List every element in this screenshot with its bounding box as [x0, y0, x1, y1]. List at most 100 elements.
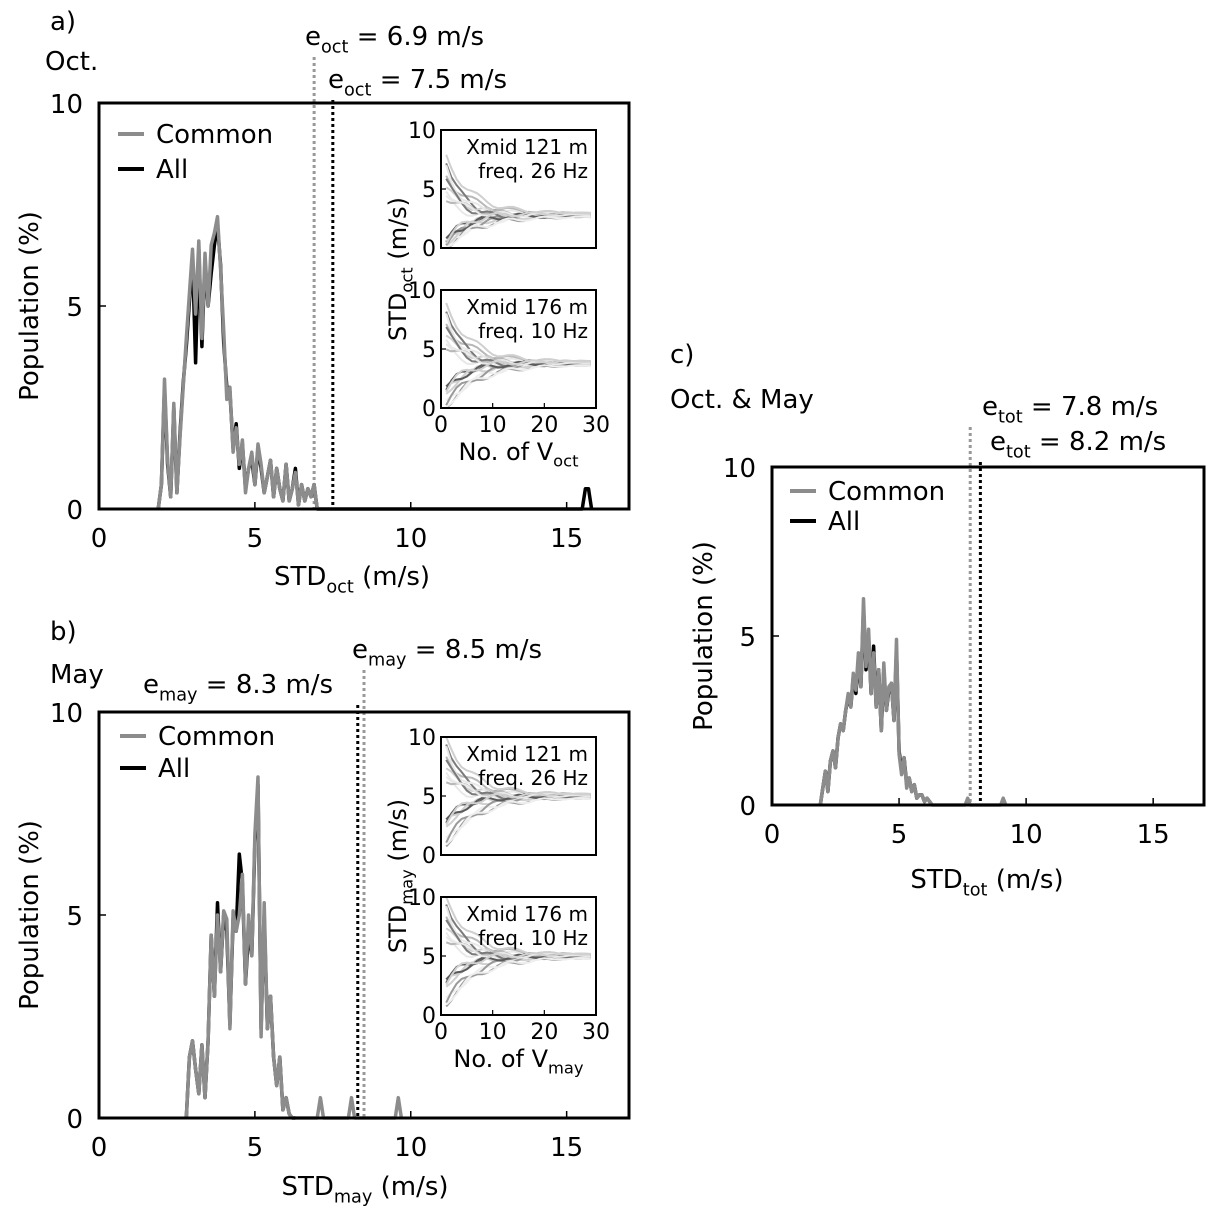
- x-tick-label: 0: [91, 524, 108, 554]
- legend-label: Common: [158, 722, 275, 752]
- reference-label-base: e: [143, 670, 159, 700]
- inset-y-tick-label: 0: [422, 1004, 436, 1029]
- x-tick-label: 15: [1137, 820, 1170, 850]
- inset-x-tick-label: 30: [582, 1020, 610, 1045]
- y-axis-label: Population (%): [15, 820, 45, 1010]
- y-tick-label: 5: [66, 293, 83, 323]
- reference-label-rest: = 8.5 m/s: [407, 635, 543, 665]
- reference-label: eoct = 7.5 m/s: [328, 65, 507, 100]
- inset-y-tick-label: 0: [422, 397, 436, 422]
- reference-label-base: e: [352, 635, 368, 665]
- reference-label: eoct = 6.9 m/s: [305, 22, 484, 57]
- inset-x-tick-label: 30: [582, 413, 610, 438]
- y-tick-label: 0: [66, 496, 83, 526]
- plot-frame: [770, 465, 1206, 807]
- reference-label: emay = 8.3 m/s: [143, 670, 333, 705]
- x-tick-label: 5: [247, 1133, 264, 1163]
- inset-y-tick-label: 10: [408, 119, 436, 144]
- y-tick-label: 10: [50, 699, 83, 729]
- reference-label-sub: oct: [321, 37, 349, 57]
- legend-label: Common: [828, 477, 945, 507]
- inset-annotation-freq: freq. 10 Hz: [478, 926, 588, 950]
- inset-x-tick-label: 10: [479, 413, 507, 438]
- x-axis-label: STDtot (m/s): [910, 865, 1063, 900]
- inset-curve: [445, 215, 591, 248]
- x-tick-label: 10: [394, 524, 427, 554]
- series-line-common: [818, 597, 1008, 807]
- y-tick-label: 10: [723, 454, 756, 484]
- y-tick-label: 5: [739, 623, 756, 653]
- reference-label-rest: = 8.2 m/s: [1031, 427, 1167, 457]
- inset-y-tick-label: 10: [408, 886, 436, 911]
- y-tick-label: 0: [66, 1105, 83, 1135]
- y-tick-label: 0: [739, 792, 756, 822]
- inset-y-axis-label: STDoct (m/s): [384, 197, 417, 341]
- x-tick-label: 0: [764, 820, 781, 850]
- x-axis-label-base: STD: [281, 1172, 333, 1202]
- inset-x-axis-label-base: No. of V: [458, 438, 553, 466]
- series-line-common: [184, 775, 404, 1120]
- legend-label: All: [158, 754, 190, 784]
- x-tick-label: 10: [394, 1133, 427, 1163]
- reference-label-base: e: [990, 427, 1006, 457]
- inset-curve: [445, 210, 591, 245]
- inset-x-axis-label-sub: may: [548, 1059, 584, 1078]
- inset-annotation-freq: freq. 26 Hz: [478, 159, 588, 183]
- inset-curve: [445, 364, 591, 408]
- inset-y-tick-label: 5: [422, 785, 436, 810]
- reference-label-rest: = 8.3 m/s: [198, 670, 334, 700]
- inset-y-axis-label: STDmay (m/s): [384, 799, 417, 953]
- panel-label: c): [670, 340, 694, 370]
- inset-y-axis-label-sub: may: [398, 869, 417, 905]
- inset-curve: [445, 791, 591, 826]
- reference-label-sub: may: [159, 685, 198, 705]
- reference-label: etot = 7.8 m/s: [982, 392, 1158, 427]
- x-tick-label: 5: [891, 820, 908, 850]
- legend-label: Common: [156, 120, 273, 150]
- x-tick-label: 15: [550, 524, 583, 554]
- inset-x-tick-label: 20: [530, 413, 558, 438]
- y-axis-label: Population (%): [15, 211, 45, 401]
- reference-label-rest: = 6.9 m/s: [348, 22, 484, 52]
- inset-annotation-freq: freq. 10 Hz: [478, 319, 588, 343]
- x-axis-label: STDmay (m/s): [281, 1172, 448, 1207]
- reference-label-sub: tot: [998, 407, 1023, 427]
- x-axis-label: STDoct (m/s): [274, 562, 430, 597]
- x-tick-label: 15: [550, 1133, 583, 1163]
- inset-y-axis-label-base: STD: [384, 293, 412, 341]
- panel-subtitle: Oct. & May: [670, 385, 814, 415]
- inset-x-tick-label: 20: [530, 1020, 558, 1045]
- plot-frame: [97, 101, 631, 511]
- inset-annotation-xmid: Xmid 176 m: [466, 902, 588, 926]
- reference-label-sub: may: [368, 650, 407, 670]
- reference-label: emay = 8.5 m/s: [352, 635, 542, 670]
- inset-y-tick-label: 0: [422, 237, 436, 262]
- reference-label-rest: = 7.5 m/s: [371, 65, 507, 95]
- x-tick-label: 10: [1010, 820, 1043, 850]
- inset-x-axis-label: No. of Vmay: [453, 1045, 584, 1078]
- x-axis-label-rest: (m/s): [987, 865, 1063, 895]
- x-tick-label: 0: [91, 1133, 108, 1163]
- inset-y-axis-label-base: STD: [384, 905, 412, 953]
- panel-subtitle: May: [50, 660, 104, 690]
- y-tick-label: 10: [50, 90, 83, 120]
- inset-y-axis-label-sub: oct: [398, 267, 417, 292]
- inset-curve: [445, 951, 591, 986]
- reference-label-base: e: [982, 392, 998, 422]
- inset-y-tick-label: 10: [408, 726, 436, 751]
- legend-label: All: [156, 155, 188, 185]
- inset-annotation-xmid: Xmid 121 m: [466, 742, 588, 766]
- inset-y-axis-label-rest: (m/s): [384, 799, 412, 869]
- inset-curve: [445, 796, 591, 846]
- inset-annotation-freq: freq. 26 Hz: [478, 766, 588, 790]
- reference-label-base: e: [328, 65, 344, 95]
- x-axis-label-sub: oct: [326, 577, 354, 597]
- inset-x-axis-label-sub: oct: [553, 452, 578, 471]
